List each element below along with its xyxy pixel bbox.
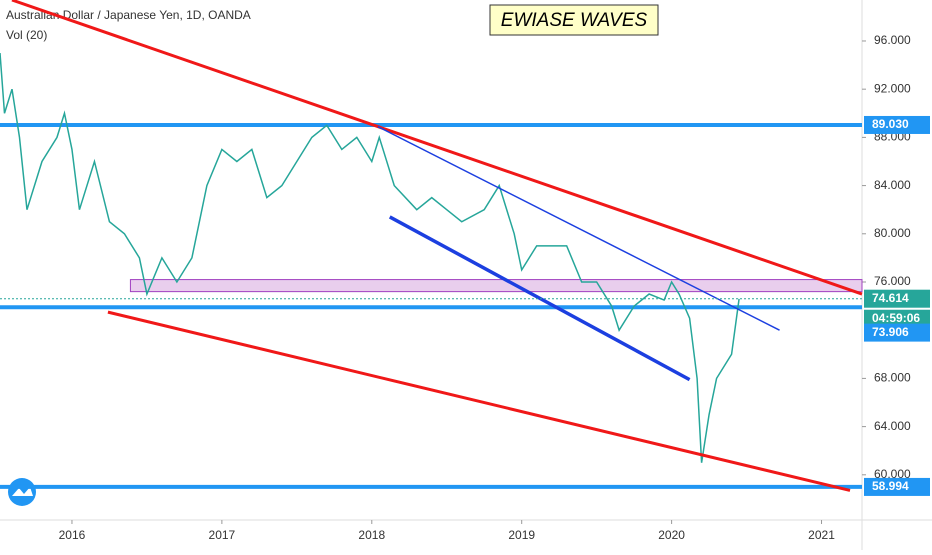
x-tick-label: 2020 xyxy=(658,528,685,542)
price-label-box xyxy=(864,309,930,328)
trend-line xyxy=(107,310,851,492)
trend-line xyxy=(11,0,863,296)
price-line xyxy=(0,52,740,463)
price-label: 73.906 xyxy=(872,325,909,339)
logo xyxy=(8,478,36,506)
y-tick-label: 76.000 xyxy=(874,274,911,288)
annotation: EWIASE WAVES xyxy=(501,10,648,31)
x-tick-label: 2021 xyxy=(808,528,835,542)
price-label-box xyxy=(864,115,930,134)
x-tick-label: 2018 xyxy=(358,528,385,542)
price-label-box xyxy=(864,323,930,342)
price-label-box xyxy=(864,289,930,308)
x-tick-label: 2017 xyxy=(209,528,236,542)
y-tick-label: 68.000 xyxy=(874,371,911,385)
y-tick-label: 84.000 xyxy=(874,178,911,192)
price-label: 58.994 xyxy=(872,479,909,493)
price-label: 89.030 xyxy=(872,117,909,131)
trend-line xyxy=(388,215,691,382)
zone xyxy=(129,279,863,293)
price-label-box xyxy=(864,477,930,496)
y-tick-label: 80.000 xyxy=(874,226,911,240)
y-tick-label: 96.000 xyxy=(874,33,911,47)
price-label: 74.614 xyxy=(872,291,909,305)
y-tick-label: 64.000 xyxy=(874,419,911,433)
y-tick-label: 60.000 xyxy=(874,467,911,481)
price-label: 04:59:06 xyxy=(872,311,920,325)
x-tick-label: 2016 xyxy=(59,528,86,542)
y-tick-label: 92.000 xyxy=(874,81,911,95)
subtitle: Vol (20) xyxy=(6,28,47,42)
annotation-box xyxy=(489,4,659,36)
x-tick-label: 2019 xyxy=(508,528,535,542)
trend-line xyxy=(377,125,780,331)
